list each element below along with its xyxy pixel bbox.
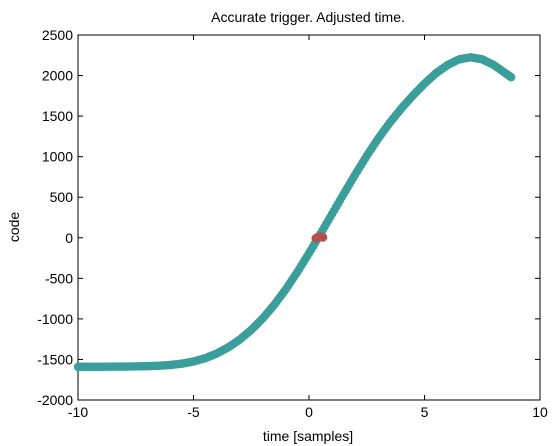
- x-axis-label: time [samples]: [263, 428, 353, 444]
- y-tick-label: -1000: [37, 311, 73, 327]
- y-axis: -2000 -1500 -1000 -500 0 500 1000 1500 2000 2500: [37, 27, 540, 408]
- chart-title: Accurate trigger. Adjusted time.: [211, 9, 405, 25]
- y-tick-label: 2000: [42, 68, 73, 84]
- series-red: [311, 232, 328, 243]
- y-tick-label: -500: [45, 270, 73, 286]
- y-axis-label: code: [6, 212, 22, 243]
- x-tick-label: 0: [305, 404, 313, 420]
- y-tick-label: -1500: [37, 351, 73, 367]
- y-tick-label: 500: [50, 189, 74, 205]
- plot-frame: [77, 34, 541, 401]
- trigger-point: [318, 232, 328, 242]
- y-tick-label: -2000: [37, 392, 73, 408]
- y-tick-label: 0: [65, 230, 73, 246]
- series-teal: [73, 53, 516, 371]
- data-point: [506, 72, 516, 82]
- x-tick-label: -10: [68, 404, 88, 420]
- x-axis: -10 -5 0 5 10: [68, 35, 548, 420]
- x-tick-label: 5: [421, 404, 429, 420]
- x-tick-label: 10: [532, 404, 548, 420]
- plot-border: [77, 34, 541, 401]
- y-tick-label: 1000: [42, 149, 73, 165]
- y-tick-label: 1500: [42, 108, 73, 124]
- y-tick-label: 2500: [42, 27, 73, 43]
- x-tick-label: -5: [187, 404, 200, 420]
